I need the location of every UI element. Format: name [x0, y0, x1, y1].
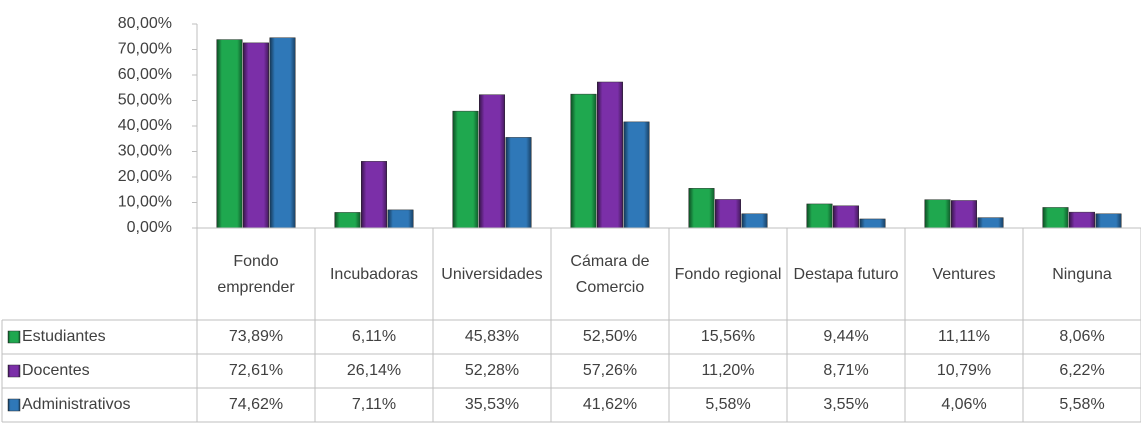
value-label: 73,89% [229, 328, 283, 345]
legend-label: Docentes [22, 362, 90, 379]
y-tick-label: 70,00% [118, 41, 172, 58]
value-label: 5,58% [1059, 396, 1104, 413]
value-label: 15,56% [701, 328, 755, 345]
y-tick-label: 0,00% [127, 219, 172, 236]
bar-shade [623, 121, 650, 228]
bar-shade [1069, 212, 1095, 228]
legend-label: Estudiantes [22, 328, 106, 345]
category-label: Cámara de Comercio [570, 253, 650, 296]
bar-shade [452, 111, 479, 228]
bar-shade [361, 161, 387, 228]
value-label: 8,71% [823, 362, 868, 379]
bar-shade [924, 199, 951, 228]
value-label: 45,83% [465, 328, 519, 345]
value-label: 6,11% [352, 328, 396, 345]
bar-shade [833, 205, 859, 228]
bar-shade [505, 137, 532, 228]
bar-shade [951, 200, 977, 228]
y-tick-label: 10,00% [118, 194, 172, 211]
value-label: 3,55% [823, 396, 868, 413]
category-cell: Destapa futuro [793, 266, 899, 283]
bar-shade [977, 217, 1004, 228]
y-tick-label: 30,00% [118, 143, 172, 160]
value-label: 57,26% [583, 362, 637, 379]
y-tick-label: 40,00% [118, 117, 172, 134]
category-cell: Cámara de Comercio [570, 253, 650, 296]
category-cell: Universidades [441, 266, 543, 283]
bar-shade [387, 209, 414, 228]
value-label: 26,14% [347, 362, 401, 379]
y-tick-label: 80,00% [118, 15, 172, 32]
y-tick-label: 50,00% [118, 92, 172, 109]
legend-key-shade [8, 399, 20, 411]
value-label: 11,20% [701, 362, 754, 379]
bar-shade [243, 42, 269, 229]
bar-shade [570, 94, 597, 228]
bar-shade [1042, 207, 1069, 228]
category-label: Incubadoras [329, 266, 419, 283]
category-label: Ninguna [1052, 266, 1112, 283]
bar-shade [859, 218, 886, 228]
bar-shade [688, 188, 715, 228]
value-label: 9,44% [823, 328, 868, 345]
bar-shade [334, 212, 361, 228]
value-label: 8,06% [1059, 328, 1104, 345]
value-label: 52,28% [465, 362, 519, 379]
value-label: 4,06% [941, 396, 986, 413]
value-label: 5,58% [705, 396, 750, 413]
category-label: Destapa futuro [793, 266, 899, 283]
category-label: Universidades [441, 266, 543, 283]
bar-shade [1095, 213, 1122, 228]
y-tick-label: 20,00% [118, 168, 172, 185]
category-cell: Ventures [932, 266, 996, 283]
legend-label: Administrativos [22, 396, 130, 413]
category-label: Ventures [932, 266, 996, 283]
value-label: 52,50% [583, 328, 637, 345]
legend-key-shade [8, 365, 20, 377]
y-tick-label: 60,00% [118, 66, 172, 83]
bar-shade [597, 81, 623, 228]
value-label: 7,11% [352, 396, 396, 413]
bar-shade [479, 94, 505, 228]
value-label: 10,79% [937, 362, 991, 379]
value-label: 6,22% [1059, 362, 1104, 379]
category-cell: Fondo emprender [217, 253, 295, 296]
bar-shade [269, 37, 296, 229]
legend-key-shade [8, 331, 20, 343]
value-label: 35,53% [465, 396, 519, 413]
category-label: Fondo regional [674, 266, 782, 283]
bar-shade [715, 199, 741, 228]
category-cell: Incubadoras [329, 266, 419, 283]
bar-shade [741, 213, 768, 228]
value-label: 11,11% [938, 328, 990, 345]
value-label: 41,62% [583, 396, 637, 413]
category-label: Fondo emprender [217, 253, 295, 296]
bar-shade [216, 39, 243, 228]
bar-shade [806, 203, 833, 228]
value-label: 72,61% [229, 362, 283, 379]
value-label: 74,62% [229, 396, 283, 413]
category-cell: Fondo regional [674, 266, 782, 283]
category-cell: Ninguna [1052, 266, 1112, 283]
